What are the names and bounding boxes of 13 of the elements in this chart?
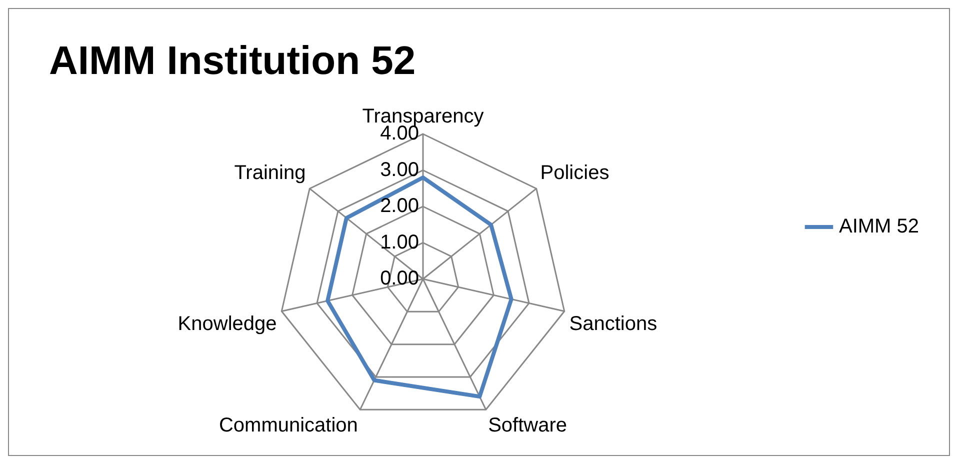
y-tick-label: 1.00 xyxy=(380,231,419,254)
spoke-label: Communication xyxy=(218,414,358,437)
y-tick-label: 3.00 xyxy=(380,158,419,181)
y-tick-label: 2.00 xyxy=(380,195,419,218)
spoke-label: Knowledge xyxy=(178,312,277,335)
spoke-label: Sanctions xyxy=(569,312,658,335)
chart-title: AIMM Institution 52 xyxy=(49,39,416,84)
spoke-label: Transparency xyxy=(362,106,484,128)
legend-label: AIMM 52 xyxy=(838,216,920,238)
spoke-label: Software xyxy=(488,414,568,437)
spoke-label: Policies xyxy=(540,162,610,184)
y-tick-label: 0.00 xyxy=(380,268,419,290)
spoke-label: Training xyxy=(234,162,306,184)
